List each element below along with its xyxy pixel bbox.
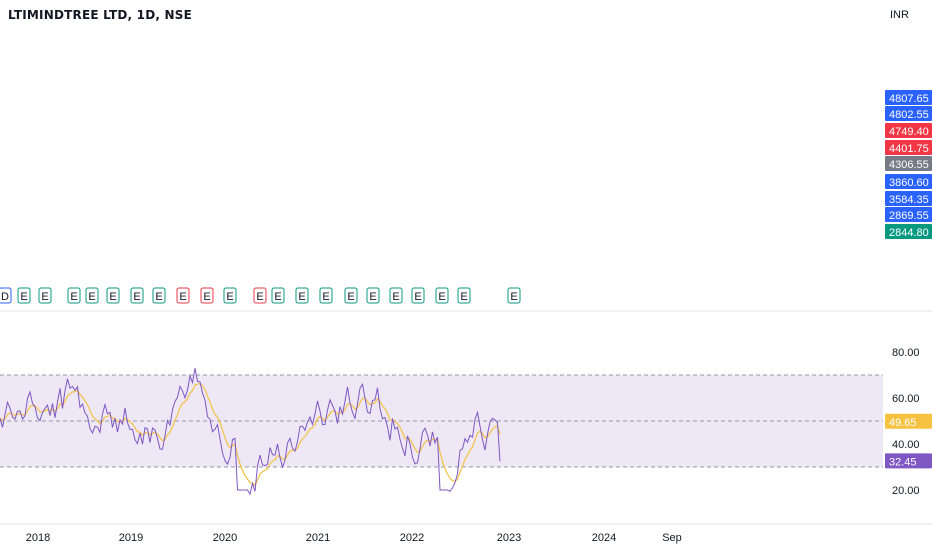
earnings-marker[interactable] [17,287,31,304]
earnings-marker-label: E [298,291,305,303]
price-tag [885,224,932,239]
currency-label: INR [890,9,909,21]
earnings-marker-label: E [133,291,140,303]
earnings-marker[interactable] [457,287,471,304]
rsi-value-tag [885,413,932,429]
rsi-tick-label: 40.00 [892,439,920,451]
earnings-marker[interactable] [85,287,99,304]
earnings-marker[interactable] [295,287,309,304]
price-tag [885,207,932,222]
earnings-marker-label: E [70,291,77,303]
earnings-marker-label: E [392,291,399,303]
price-tag [885,123,932,138]
rsi-tick-label: 80.00 [892,347,920,359]
earnings-marker[interactable] [344,287,358,304]
time-tick-label: 2024 [592,532,616,544]
earnings-marker[interactable] [176,287,190,304]
earnings-marker-label: E [369,291,376,303]
price-tag [885,191,932,206]
price-tag-label: 4802.55 [889,109,929,121]
rsi-line[interactable] [0,368,501,496]
time-tick-label: 2022 [400,532,424,544]
earnings-marker-label: E [414,291,421,303]
time-tick-label: 2019 [119,532,143,544]
earnings-marker[interactable] [389,287,403,304]
earnings-marker[interactable] [507,287,521,304]
earnings-marker-label: E [256,291,263,303]
earnings-marker-label: E [226,291,233,303]
price-tag [885,174,932,189]
price-tag-label: 3860.60 [889,177,929,189]
earnings-marker[interactable] [411,287,425,304]
earnings-marker[interactable] [200,287,214,304]
chart-title: LTIMINDTREE LTD, 1D, NSE [8,8,192,22]
earnings-marker[interactable] [253,287,267,304]
earnings-marker-label: D [1,291,9,303]
time-tick-label: Sep [662,532,682,544]
price-tag [885,140,932,155]
price-tag-label: 2869.55 [889,210,929,222]
earnings-marker[interactable] [67,287,81,304]
price-tag [885,106,932,121]
rsi-value-tag [885,453,932,469]
time-tick-label: 2021 [306,532,330,544]
earnings-marker-label: E [20,291,27,303]
earnings-marker-label: E [460,291,467,303]
earnings-marker[interactable] [106,287,120,304]
earnings-marker[interactable] [223,287,237,304]
earnings-marker-label: E [322,291,329,303]
time-tick-label: 2020 [213,532,237,544]
rsi-tick-label: 60.00 [892,393,920,405]
time-tick-label: 2018 [26,532,50,544]
price-tag-label: 3584.35 [889,194,929,206]
rsi-value-label: 49.65 [889,417,917,429]
earnings-marker-label: E [155,291,162,303]
earnings-marker-label: E [41,291,48,303]
price-tag [885,90,932,105]
rsi-tick-label: 20.00 [892,485,920,497]
earnings-marker[interactable] [435,287,449,304]
rsi-value-label: 32.45 [889,456,917,468]
earnings-marker[interactable] [130,287,144,304]
earnings-marker-label: E [438,291,445,303]
price-tag [885,156,932,171]
price-tag-label: 4306.55 [889,159,929,171]
earnings-marker[interactable] [366,287,380,304]
earnings-marker-label: E [88,291,95,303]
earnings-marker[interactable] [152,287,166,304]
rsi-ma-line [0,382,501,487]
price-tag-label: 2844.80 [889,227,929,239]
earnings-marker[interactable] [38,287,52,304]
earnings-marker-label: E [274,291,281,303]
earnings-marker-label: E [179,291,186,303]
earnings-marker-label: E [347,291,354,303]
price-tag-label: 4401.75 [889,143,929,155]
price-tag-label: 4807.65 [889,93,929,105]
time-tick-label: 2023 [497,532,521,544]
earnings-marker[interactable] [271,287,285,304]
earnings-marker-label: E [203,291,210,303]
earnings-marker[interactable] [319,287,333,304]
earnings-marker[interactable] [0,287,12,304]
price-tag-label: 4749.40 [889,126,929,138]
earnings-marker-label: E [510,291,517,303]
earnings-marker-label: E [109,291,116,303]
